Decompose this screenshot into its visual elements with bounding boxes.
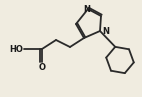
Text: HO: HO [9,45,23,54]
Text: N: N [102,28,109,36]
Text: N: N [83,4,90,13]
Text: O: O [38,63,45,72]
